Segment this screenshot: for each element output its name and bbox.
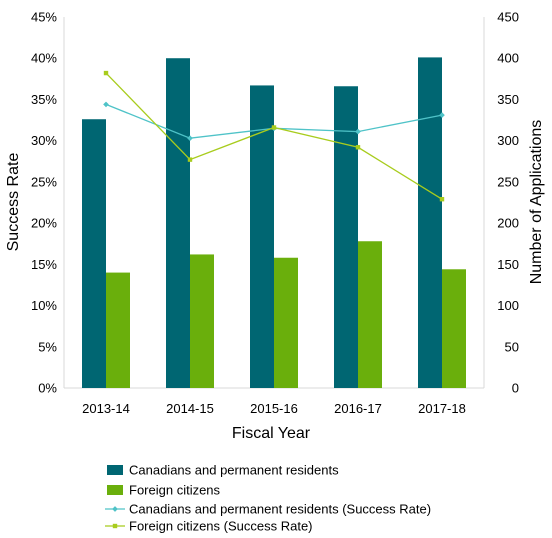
bar-foreign-2014-15 bbox=[190, 254, 214, 388]
canadians-success-rate-point bbox=[355, 128, 361, 135]
y2-tick-label: 150 bbox=[497, 257, 519, 272]
bar-foreign-2017-18 bbox=[442, 269, 466, 388]
bar-foreign-2016-17 bbox=[358, 241, 382, 388]
legend-swatch bbox=[107, 485, 123, 495]
canadians-success-rate-point bbox=[187, 135, 193, 142]
y2-tick-label: 0 bbox=[512, 381, 519, 396]
foreign-success-rate-point bbox=[271, 125, 277, 130]
lines-layer bbox=[103, 70, 445, 202]
legend-label: Canadians and permanent residents (Succe… bbox=[129, 502, 431, 517]
y-tick-label: 30% bbox=[31, 133, 57, 148]
x-axis-title: Fiscal Year bbox=[232, 425, 311, 442]
y2-tick-label: 300 bbox=[497, 133, 519, 148]
y-tick-label: 5% bbox=[38, 339, 57, 354]
y-tick-label: 40% bbox=[31, 51, 57, 66]
foreign-success-rate-point bbox=[439, 197, 445, 202]
ticks-layer: 0% 5% 10% 15% 20% 25% 30% 35% 40% 45% 0 50 100 150 200… bbox=[31, 10, 519, 417]
legend-swatch bbox=[107, 465, 123, 475]
foreign-success-rate-point bbox=[103, 70, 109, 76]
y-axis-title: Success Rate bbox=[5, 153, 22, 252]
legend-label: Foreign citizens (Success Rate) bbox=[129, 519, 313, 534]
legend-label: Foreign citizens bbox=[129, 483, 221, 498]
bar-canadians-2015-16 bbox=[250, 85, 274, 388]
y2-tick-label: 50 bbox=[505, 339, 519, 354]
foreign-success-rate-point bbox=[187, 157, 193, 162]
foreign-success-rate-point bbox=[355, 145, 361, 150]
bar-canadians-2013-14 bbox=[82, 119, 106, 388]
legend-marker bbox=[112, 506, 118, 512]
y-tick-label: 20% bbox=[31, 216, 57, 231]
legend-marker bbox=[112, 523, 118, 529]
bar-canadians-2016-17 bbox=[334, 86, 358, 389]
canadians-success-rate-point bbox=[103, 101, 109, 108]
y-tick-label: 0% bbox=[38, 381, 57, 396]
y2-tick-label: 400 bbox=[497, 51, 519, 66]
bar-canadians-2014-15 bbox=[166, 58, 190, 388]
x-tick-label: 2014-15 bbox=[166, 401, 214, 416]
y2-tick-label: 100 bbox=[497, 298, 519, 313]
bars-layer bbox=[82, 57, 466, 389]
y2-tick-label: 350 bbox=[497, 92, 519, 107]
bar-canadians-2017-18 bbox=[418, 57, 442, 389]
y2-axis-title: Number of Applications bbox=[528, 120, 545, 285]
y2-tick-label: 200 bbox=[497, 216, 519, 231]
canadians-success-rate-point bbox=[439, 112, 445, 118]
y-tick-label: 35% bbox=[31, 92, 57, 107]
y-tick-label: 10% bbox=[31, 298, 57, 313]
bar-foreign-2015-16 bbox=[274, 257, 298, 388]
x-tick-label: 2017-18 bbox=[418, 401, 466, 416]
legend: Canadians and permanent residents Foreign… bbox=[105, 463, 431, 534]
y2-tick-label: 250 bbox=[497, 174, 519, 189]
y-tick-label: 45% bbox=[31, 10, 57, 25]
x-tick-label: 2013-14 bbox=[82, 401, 130, 416]
x-tick-label: 2015-16 bbox=[250, 401, 298, 416]
legend-label: Canadians and permanent residents bbox=[129, 463, 339, 478]
bar-foreign-2013-14 bbox=[106, 272, 130, 388]
y2-tick-label: 450 bbox=[497, 10, 519, 25]
x-tick-label: 2016-17 bbox=[334, 401, 382, 416]
y-tick-label: 15% bbox=[31, 257, 57, 272]
y-tick-label: 25% bbox=[31, 174, 57, 189]
